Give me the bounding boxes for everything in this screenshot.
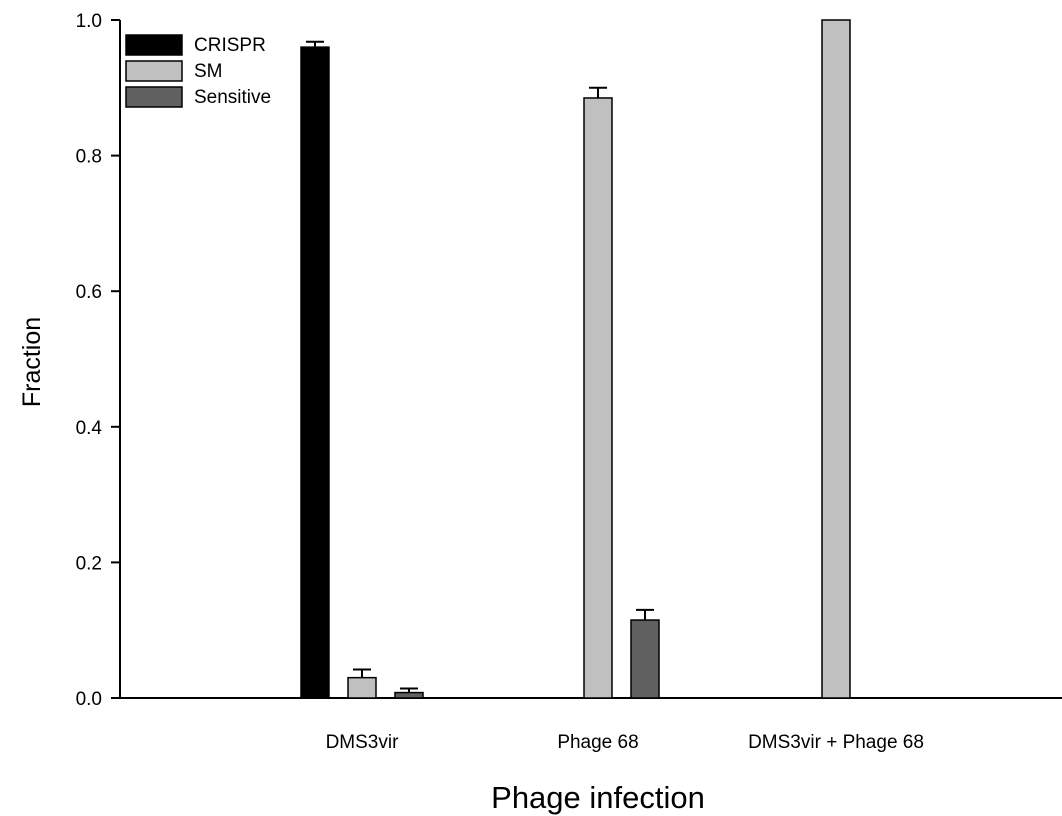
y-tick-label: 1.0	[76, 11, 102, 32]
x-category-label: Phage 68	[557, 732, 638, 753]
x-axis-title: Phage infection	[491, 780, 705, 815]
x-category-label: DMS3vir	[326, 732, 400, 753]
y-axis-title: Fraction	[18, 317, 46, 407]
y-tick-label: 0.8	[76, 147, 102, 168]
bars	[300, 19, 851, 699]
bar-crispr-0	[300, 46, 330, 699]
bar-sensitive-0	[394, 691, 424, 699]
bar-sm-2	[821, 19, 851, 699]
legend-label-sm: SM	[194, 61, 223, 82]
plot-area: 0.00.20.40.60.81.0 DMS3vir Phage 68 DMS3vi…	[76, 11, 1062, 753]
legend-swatch-crispr	[125, 34, 183, 56]
y-tick-label: 0.4	[76, 418, 103, 439]
y-tick-label: 0.6	[76, 282, 102, 303]
bar-sm-1	[583, 97, 613, 699]
legend-label-sensitive: Sensitive	[194, 87, 271, 108]
x-axis-category-labels: DMS3vir Phage 68 DMS3vir + Phage 68	[326, 732, 924, 753]
y-tick-label: 0.0	[76, 689, 102, 710]
legend-label-crispr: CRISPR	[194, 35, 266, 56]
x-category-label: DMS3vir + Phage 68	[748, 732, 924, 753]
bar-sm-0	[347, 676, 377, 699]
legend: CRISPR SM Sensitive	[125, 34, 271, 108]
y-axis-ticks: 0.0 0.2 0.4 0.6 0.8 1.0	[76, 11, 120, 710]
legend-swatch-sm	[125, 60, 183, 82]
legend-swatch-sensitive	[125, 86, 183, 108]
y-tick-label: 0.2	[76, 553, 102, 574]
bar-sensitive-1	[630, 619, 660, 699]
